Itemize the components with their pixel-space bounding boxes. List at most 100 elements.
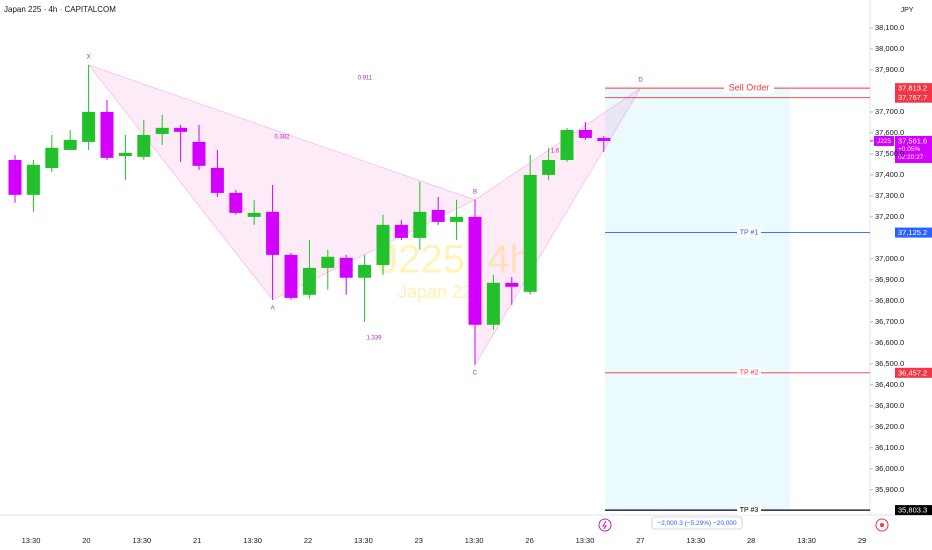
- watermark: Japan 225: [398, 282, 482, 302]
- y-tick-label: 36,700.0: [875, 317, 904, 326]
- y-tick-label: 36,300.0: [875, 401, 904, 410]
- price-label-bg: [895, 92, 932, 103]
- candle-body: [597, 137, 611, 141]
- candle-body: [118, 152, 132, 156]
- price-label-bg: [895, 367, 932, 378]
- y-tick-label: 36,200.0: [875, 422, 904, 431]
- candle-body: [486, 282, 500, 325]
- pattern-label: X: [87, 54, 91, 60]
- ratio-label: 1.339: [366, 336, 382, 342]
- candle-body: [45, 147, 59, 168]
- candle-body: [247, 212, 261, 217]
- price-label-bg: [895, 505, 932, 516]
- x-tick-label: 21: [193, 536, 201, 545]
- price-label-bg: [895, 83, 932, 94]
- y-tick-label: 37,700.0: [875, 107, 904, 116]
- target-icon: [880, 523, 884, 527]
- price-label: 36,457.2: [898, 368, 927, 377]
- candle-body: [523, 174, 537, 292]
- y-tick-label: 37,600.0: [875, 128, 904, 137]
- x-tick-label: 27: [636, 536, 644, 545]
- candle-body: [63, 139, 77, 150]
- countdown: 02:20:27: [898, 154, 924, 161]
- level-label: Sell Order: [729, 83, 770, 93]
- candle-body: [174, 127, 188, 132]
- last-price: 37,561.6: [898, 136, 927, 145]
- pattern-label: D: [638, 78, 643, 84]
- x-tick-label: 29: [858, 536, 866, 545]
- candle-body: [8, 159, 22, 195]
- price-label: 37,767.7: [898, 93, 927, 102]
- level-label-bg: [737, 227, 761, 238]
- level-label-bg: [737, 367, 761, 378]
- ratio-label: 0.911: [358, 76, 373, 82]
- x-tick-label: 23: [415, 536, 423, 545]
- x-tick-label: 13:30: [22, 536, 41, 545]
- y-tick-label: 36,500.0: [875, 359, 904, 368]
- pattern-label: B: [473, 189, 477, 195]
- symbol-bg: [874, 135, 894, 146]
- level-label-bg: [724, 83, 774, 94]
- candle-body: [468, 216, 482, 325]
- y-tick-label: 37,400.0: [875, 170, 904, 179]
- y-tick-label: 37,000.0: [875, 254, 904, 263]
- y-tick-label: 36,100.0: [875, 443, 904, 452]
- alert-icon: [602, 520, 607, 530]
- candle-body: [560, 129, 574, 160]
- x-tick-label: 13:30: [465, 536, 484, 545]
- pattern-label: A: [271, 305, 275, 311]
- candle-body: [266, 211, 280, 255]
- x-tick-label: 22: [304, 536, 312, 545]
- last-price-bg: [895, 135, 932, 163]
- symbol: J225: [877, 138, 891, 145]
- candle-body: [450, 216, 464, 222]
- y-tick-label: 37,500.0: [875, 149, 904, 158]
- x-tick-label: 13:30: [132, 536, 151, 545]
- candle-body: [26, 164, 40, 195]
- y-tick-label: 38,000.0: [875, 44, 904, 53]
- watermark: J225, 4h: [378, 238, 531, 282]
- x-tick-label: 28: [747, 536, 755, 545]
- y-tick-label: 36,600.0: [875, 338, 904, 347]
- level-label: TP #3: [740, 507, 759, 514]
- price-label: 37,125.2: [898, 228, 927, 237]
- chart-title: Japan 225 · 4h · CAPITALCOM: [4, 5, 116, 14]
- ratio-label: 0.382: [274, 135, 290, 141]
- currency: JPY: [901, 7, 914, 14]
- level-label-bg: [737, 505, 761, 516]
- candle-body: [413, 211, 427, 238]
- candle-body: [137, 134, 151, 157]
- x-tick-label: 13:30: [576, 536, 595, 545]
- last-change: +0.05%: [898, 146, 920, 153]
- target-zone: [605, 88, 790, 511]
- ratio-label: 1.6: [551, 149, 560, 155]
- candle-body: [542, 159, 556, 175]
- candle-body: [192, 141, 206, 166]
- y-tick-label: 37,300.0: [875, 191, 904, 200]
- y-tick-label: 37,900.0: [875, 65, 904, 74]
- x-tick-label: 13:30: [797, 536, 816, 545]
- candle-body: [358, 264, 372, 278]
- candle-body: [302, 267, 316, 295]
- price-label: 35,803.3: [898, 506, 927, 515]
- x-tick-label: 13:30: [686, 536, 705, 545]
- level-label: TP #2: [740, 370, 759, 377]
- alert-icon[interactable]: [598, 518, 612, 532]
- y-tick-label: 36,000.0: [875, 464, 904, 473]
- candle-body: [82, 111, 96, 142]
- position-info: −2,000.3 (−5.29%) −20,000: [657, 520, 737, 527]
- candle-body: [229, 192, 243, 213]
- level-label: TP #1: [740, 229, 759, 236]
- candle-body: [578, 129, 592, 138]
- candle-body: [339, 257, 353, 278]
- y-tick-label: 36,800.0: [875, 296, 904, 305]
- target-icon[interactable]: [875, 518, 889, 532]
- candle-body: [394, 224, 408, 238]
- candle-body: [100, 111, 114, 158]
- y-tick-label: 38,100.0: [875, 23, 904, 32]
- price-label-bg: [895, 227, 932, 238]
- x-tick-label: 26: [525, 536, 533, 545]
- x-tick-label: 13:30: [243, 536, 262, 545]
